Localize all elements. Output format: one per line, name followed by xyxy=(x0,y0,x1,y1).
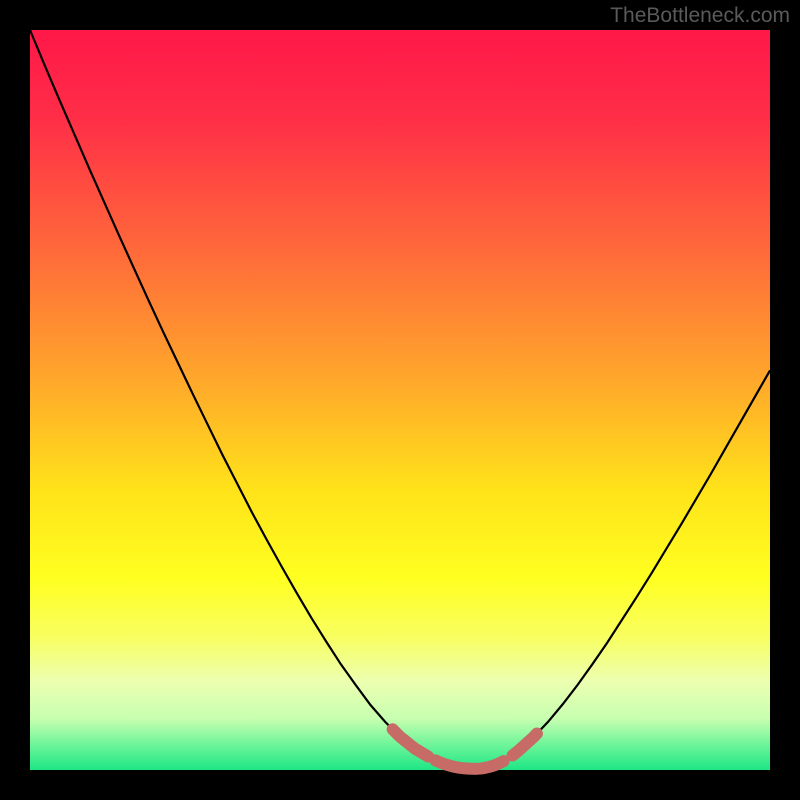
bottleneck-chart xyxy=(0,0,800,800)
gradient-plot-area xyxy=(30,30,770,770)
chart-stage: TheBottleneck.com xyxy=(0,0,800,800)
watermark-text: TheBottleneck.com xyxy=(610,4,790,28)
